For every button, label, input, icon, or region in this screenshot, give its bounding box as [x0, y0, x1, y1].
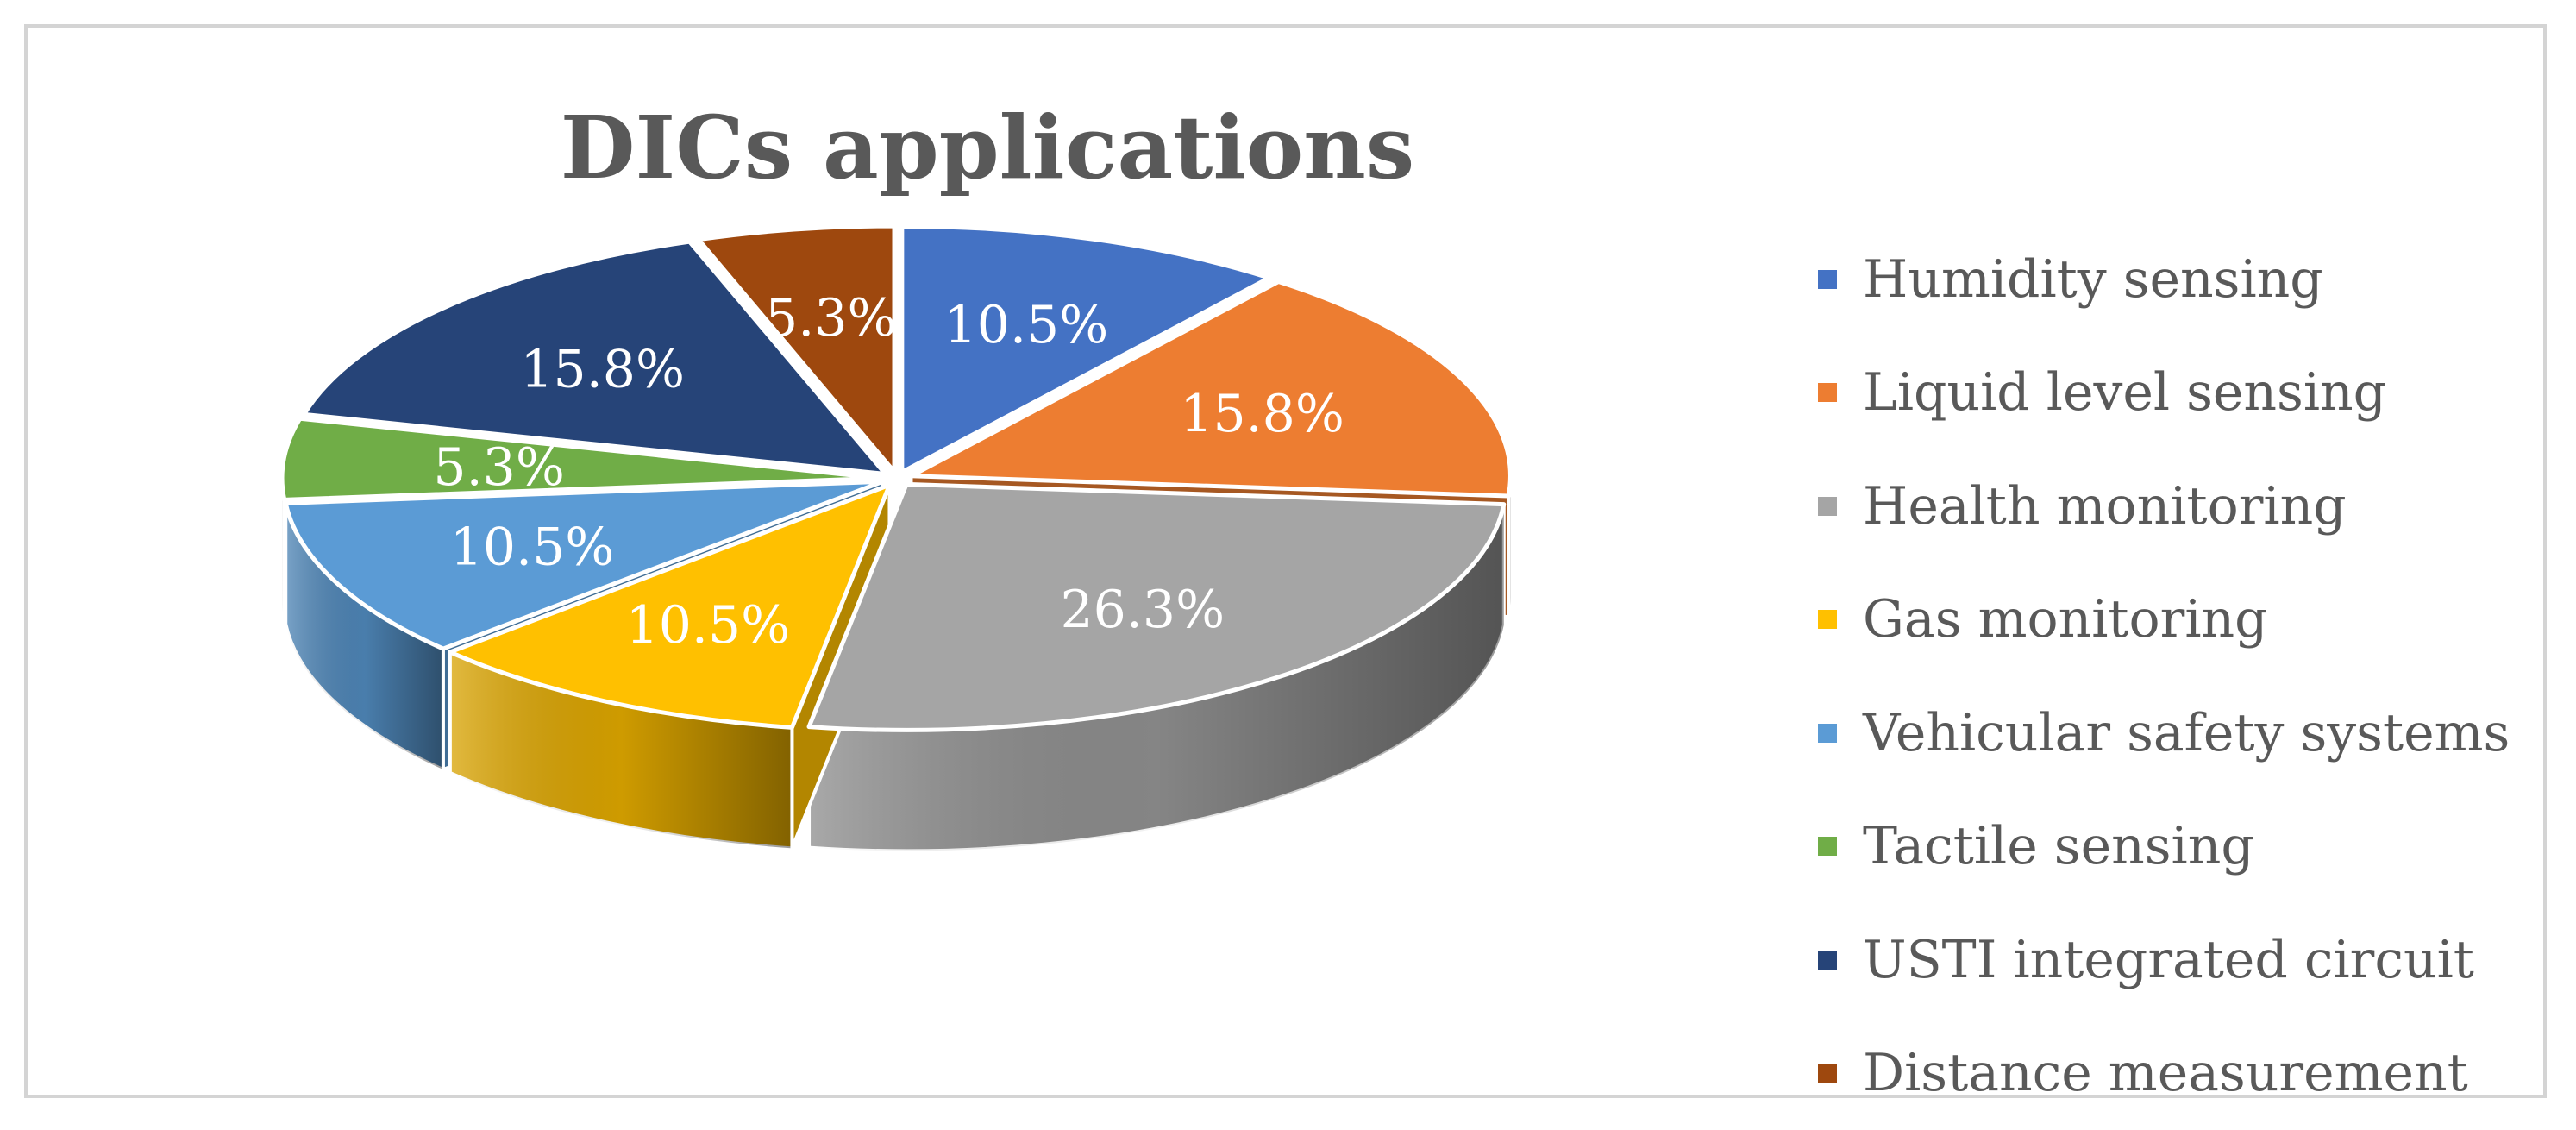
legend-swatch [1818, 724, 1837, 743]
data-label-humidity-sensing: 10.5% [944, 295, 1109, 355]
legend-item-vehicular-safety-systems: Vehicular safety systems [1818, 676, 2510, 790]
legend-label: USTI integrated circuit [1863, 930, 2474, 990]
legend-item-gas-monitoring: Gas monitoring [1818, 563, 2510, 677]
legend-label: Gas monitoring [1863, 589, 2268, 650]
chart-legend: Humidity sensing Liquid level sensing Heal… [1818, 223, 2510, 1130]
data-label-gas-monitoring: 10.5% [626, 595, 791, 656]
legend-item-liquid-level-sensing: Liquid level sensing [1818, 336, 2510, 450]
legend-label: Vehicular safety systems [1863, 703, 2510, 763]
legend-swatch [1818, 270, 1837, 289]
data-label-health-monitoring: 26.3% [1060, 580, 1225, 640]
legend-swatch [1818, 497, 1837, 516]
data-label-distance-measurement: 5.3% [765, 288, 896, 348]
legend-swatch [1818, 610, 1837, 629]
legend-item-distance-measurement: Distance measurement [1818, 1017, 2510, 1130]
legend-label: Health monitoring [1863, 476, 2347, 537]
legend-item-usti-integrated-circuit: USTI integrated circuit [1818, 903, 2510, 1017]
legend-swatch [1818, 837, 1837, 856]
data-label-liquid-level-sensing: 15.8% [1180, 384, 1344, 444]
legend-item-health-monitoring: Health monitoring [1818, 449, 2510, 563]
legend-swatch [1818, 951, 1837, 970]
legend-swatch [1818, 383, 1837, 402]
data-label-usti-integrated-circuit: 15.8% [520, 339, 685, 399]
legend-label: Tactile sensing [1863, 816, 2254, 876]
data-label-vehicular-safety-systems: 10.5% [450, 517, 615, 577]
legend-label: Distance measurement [1863, 1043, 2468, 1103]
data-label-tactile-sensing: 5.3% [433, 437, 564, 498]
legend-label: Humidity sensing [1863, 249, 2323, 310]
legend-swatch [1818, 1064, 1837, 1083]
legend-label: Liquid level sensing [1863, 362, 2386, 423]
legend-item-tactile-sensing: Tactile sensing [1818, 790, 2510, 904]
legend-item-humidity-sensing: Humidity sensing [1818, 223, 2510, 336]
